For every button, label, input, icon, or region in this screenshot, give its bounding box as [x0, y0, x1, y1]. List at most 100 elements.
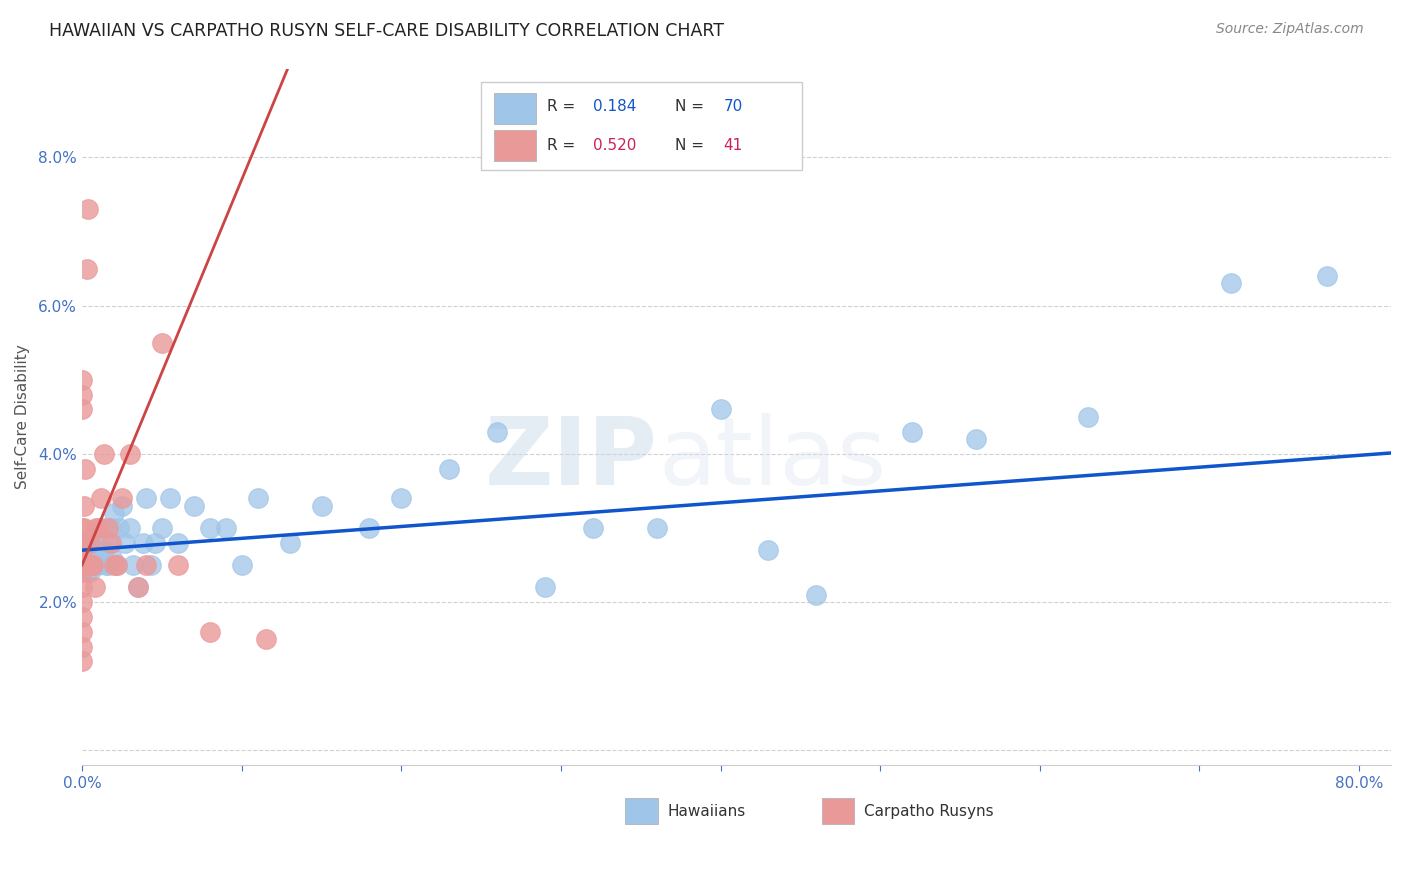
Point	[1077, 409, 1099, 424]
Point	[254, 632, 277, 647]
Point	[98, 536, 121, 550]
Text: N =: N =	[675, 99, 709, 114]
Point	[77, 550, 100, 565]
Point	[76, 536, 98, 550]
Point	[73, 536, 96, 550]
Point	[135, 558, 157, 572]
Point	[70, 654, 93, 668]
Point	[114, 536, 136, 550]
Point	[79, 550, 101, 565]
Point	[965, 432, 987, 446]
Point	[86, 558, 108, 572]
Text: 0.184: 0.184	[592, 99, 636, 114]
Point	[89, 550, 111, 565]
Point	[118, 521, 141, 535]
Point	[79, 566, 101, 580]
Point	[103, 558, 125, 572]
Point	[100, 536, 122, 550]
Text: Source: ZipAtlas.com: Source: ZipAtlas.com	[1216, 22, 1364, 37]
Point	[70, 402, 93, 417]
FancyBboxPatch shape	[821, 797, 855, 824]
Point	[135, 491, 157, 506]
Point	[127, 580, 149, 594]
Point	[73, 558, 96, 572]
Point	[359, 521, 381, 535]
Point	[87, 521, 110, 535]
Point	[198, 521, 221, 535]
Point	[100, 521, 122, 535]
Text: Carpatho Rusyns: Carpatho Rusyns	[863, 804, 993, 819]
Point	[645, 521, 668, 535]
Point	[1220, 277, 1243, 291]
FancyBboxPatch shape	[626, 797, 658, 824]
Point	[183, 499, 205, 513]
Point	[94, 558, 117, 572]
Point	[70, 595, 93, 609]
Point	[83, 580, 105, 594]
Point	[82, 550, 104, 565]
Point	[758, 543, 780, 558]
Point	[76, 261, 98, 276]
Point	[86, 521, 108, 535]
Point	[70, 536, 93, 550]
Point	[166, 536, 188, 550]
Text: 0.520: 0.520	[592, 137, 636, 153]
Point	[97, 521, 120, 535]
Point	[105, 558, 128, 572]
Point	[534, 580, 557, 594]
Point	[75, 550, 97, 565]
Point	[87, 558, 110, 572]
Point	[101, 550, 124, 565]
Point	[132, 536, 155, 550]
Text: HAWAIIAN VS CARPATHO RUSYN SELF-CARE DISABILITY CORRELATION CHART: HAWAIIAN VS CARPATHO RUSYN SELF-CARE DIS…	[49, 22, 724, 40]
Point	[127, 580, 149, 594]
Point	[82, 558, 104, 572]
Point	[150, 335, 173, 350]
Text: 70: 70	[724, 99, 742, 114]
Point	[246, 491, 269, 506]
Point	[93, 543, 115, 558]
Point	[70, 521, 93, 535]
Point	[76, 558, 98, 572]
Point	[93, 447, 115, 461]
Point	[79, 536, 101, 550]
Point	[70, 536, 93, 550]
Point	[80, 543, 103, 558]
Point	[70, 624, 93, 639]
Point	[90, 543, 112, 558]
Point	[76, 566, 98, 580]
Point	[103, 506, 125, 520]
Y-axis label: Self-Care Disability: Self-Care Disability	[15, 344, 30, 489]
Point	[86, 550, 108, 565]
Point	[90, 491, 112, 506]
Point	[901, 425, 924, 439]
Point	[70, 580, 93, 594]
Point	[80, 558, 103, 572]
Point	[1316, 268, 1339, 283]
Point	[77, 558, 100, 572]
Point	[139, 558, 162, 572]
Point	[231, 558, 253, 572]
Point	[486, 425, 509, 439]
Point	[389, 491, 412, 506]
Text: 41: 41	[724, 137, 742, 153]
Point	[70, 550, 93, 565]
Point	[70, 640, 93, 654]
Point	[437, 461, 460, 475]
Point	[70, 373, 93, 387]
Text: R =: R =	[547, 137, 579, 153]
Point	[75, 543, 97, 558]
Point	[159, 491, 181, 506]
Point	[80, 558, 103, 572]
Point	[77, 202, 100, 217]
Point	[111, 499, 134, 513]
Point	[198, 624, 221, 639]
Text: N =: N =	[675, 137, 709, 153]
Point	[70, 610, 93, 624]
Point	[107, 521, 129, 535]
Point	[111, 491, 134, 506]
Point	[145, 536, 167, 550]
Text: ZIP: ZIP	[485, 413, 658, 505]
Point	[91, 521, 114, 535]
Point	[97, 558, 120, 572]
